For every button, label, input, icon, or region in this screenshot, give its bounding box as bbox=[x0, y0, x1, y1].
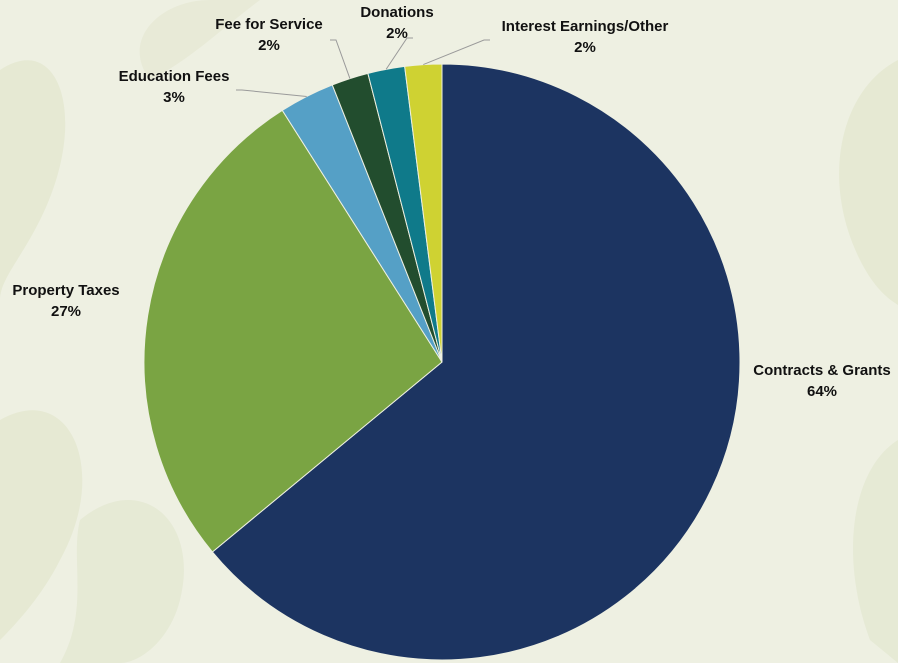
leaf-shape bbox=[0, 410, 83, 640]
leaf-shape bbox=[0, 60, 66, 301]
slice-label-interest-earnings-other: Interest Earnings/Other bbox=[502, 18, 669, 35]
slice-value-contracts-grants: 64% bbox=[807, 383, 837, 400]
leader-line-education-fees bbox=[236, 89, 307, 97]
slice-value-education-fees: 3% bbox=[163, 89, 185, 106]
leader-line-donations bbox=[385, 37, 413, 70]
leader-line-interest-earnings-other bbox=[423, 39, 490, 66]
slice-labels: Contracts & Grants 64% Property Taxes 27% Ed… bbox=[12, 4, 890, 400]
pie-slice-contracts-grants bbox=[211, 63, 741, 661]
slice-label-property-taxes: Property Taxes bbox=[12, 282, 119, 299]
leaf-shape bbox=[60, 499, 184, 663]
leader-lines bbox=[236, 37, 490, 97]
leaf-shape bbox=[139, 0, 260, 80]
leader-line-fee-for-service bbox=[330, 39, 351, 79]
slice-value-donations: 2% bbox=[386, 25, 408, 42]
slice-value-fee-for-service: 2% bbox=[258, 37, 280, 54]
slice-label-fee-for-service: Fee for Service bbox=[215, 16, 323, 33]
slice-value-property-taxes: 27% bbox=[51, 303, 81, 320]
pie-slice-property-taxes bbox=[143, 109, 443, 553]
leaf-shape bbox=[853, 440, 898, 663]
slice-label-donations: Donations bbox=[360, 4, 433, 21]
leaf-shape bbox=[839, 60, 898, 305]
slice-label-contracts-grants: Contracts & Grants bbox=[753, 362, 891, 379]
slice-value-interest-earnings-other: 2% bbox=[574, 39, 596, 56]
pie-slices bbox=[143, 63, 741, 661]
slice-label-education-fees: Education Fees bbox=[119, 68, 230, 85]
